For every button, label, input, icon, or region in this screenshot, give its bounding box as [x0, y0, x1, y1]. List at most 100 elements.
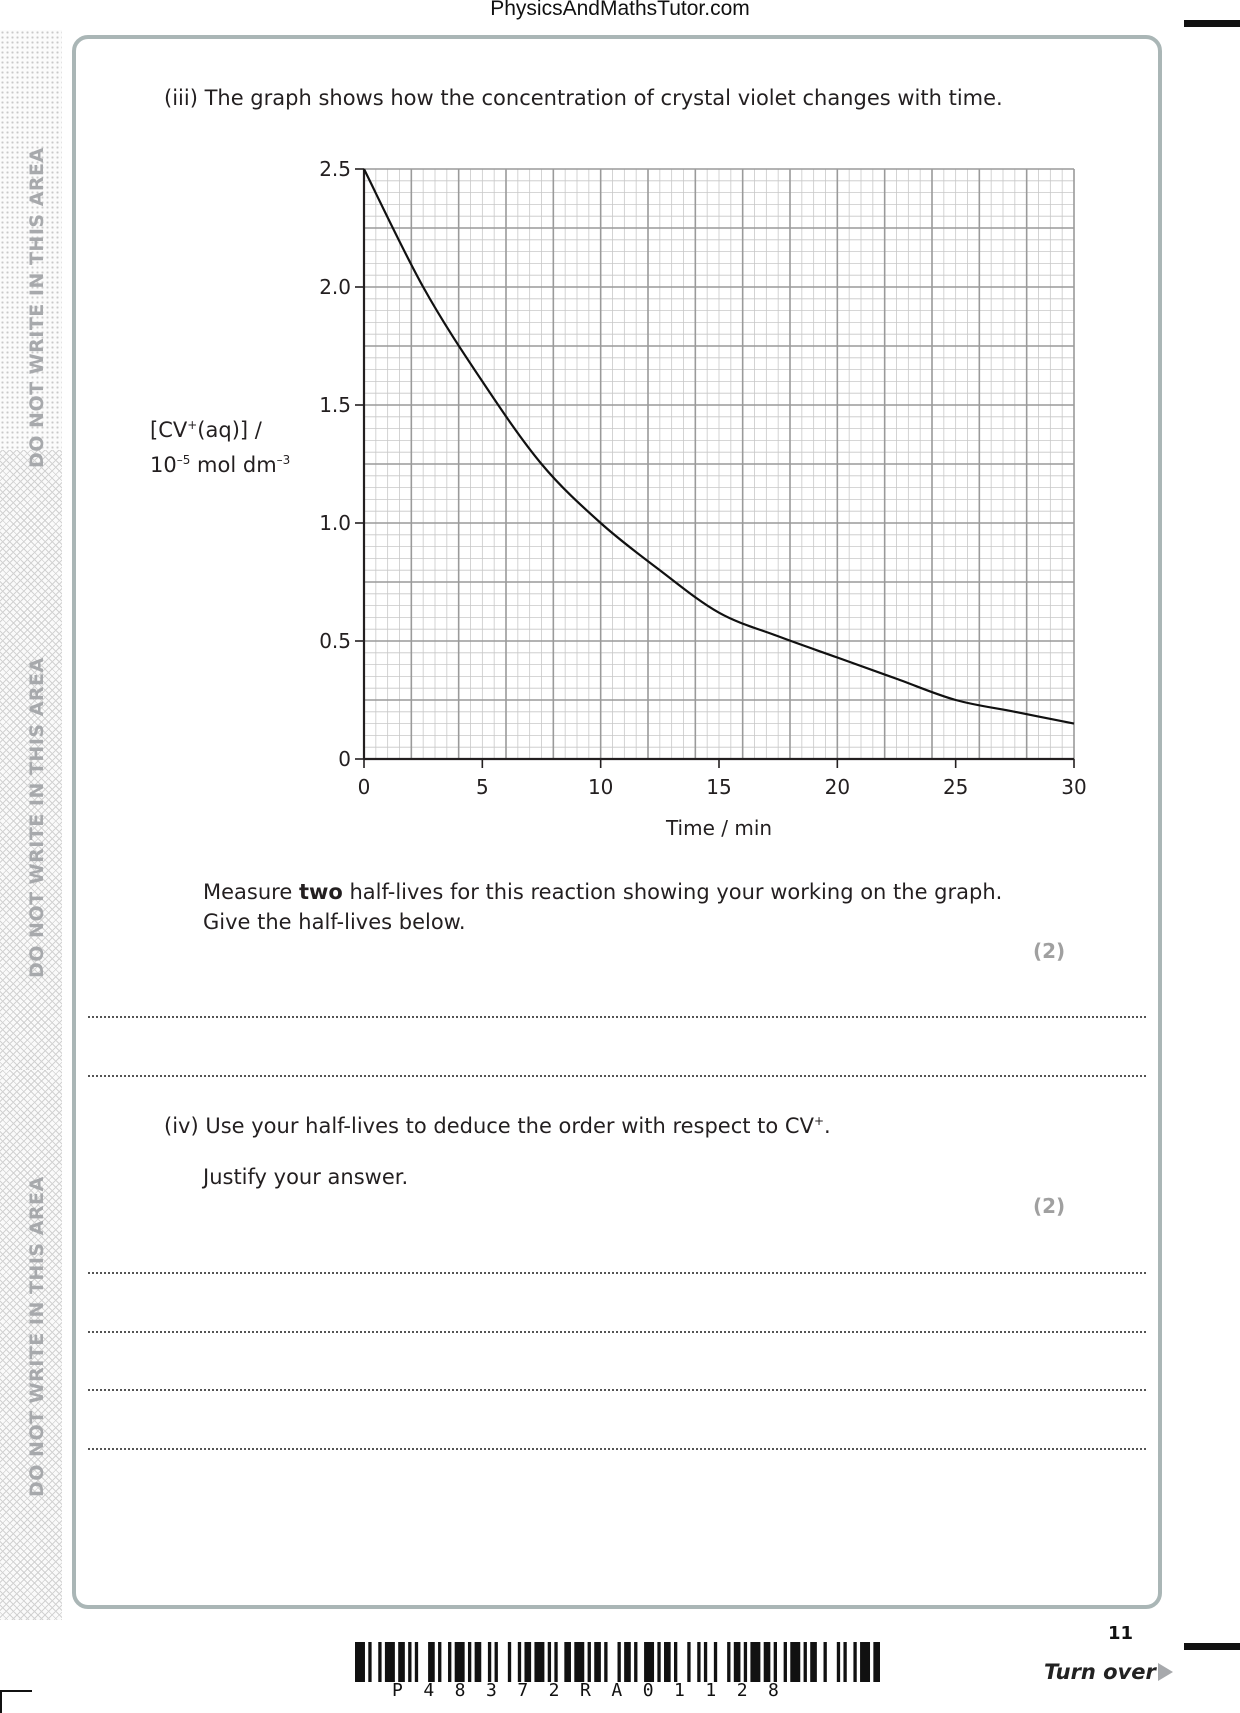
- question-iii-text: The graph shows how the concentration of…: [204, 86, 1003, 110]
- barcode-bar: [703, 1642, 708, 1682]
- barcode-bar: [587, 1642, 591, 1682]
- answer-line[interactable]: [88, 1448, 1146, 1450]
- site-header: PhysicsAndMathsTutor.com: [490, 0, 750, 20]
- barcode-bar: [657, 1642, 661, 1682]
- barcode-bar: [574, 1642, 585, 1682]
- question-iii-instruction-line2: Give the half-lives below.: [203, 910, 466, 934]
- x-tick-label: 20: [825, 775, 850, 799]
- margin-warning-text: DO NOT WRITE IN THIS AREA: [26, 1176, 48, 1497]
- y-axis-label: [CV+(aq)] / 10–5 mol dm–3: [150, 418, 291, 477]
- barcode-bar: [428, 1642, 435, 1682]
- x-tick-label: 5: [476, 775, 489, 799]
- barcode-bar: [524, 1642, 532, 1682]
- barcode-bar: [487, 1642, 492, 1682]
- barcode-bar: [494, 1642, 498, 1682]
- barcode-bar: [438, 1642, 442, 1682]
- barcode-bar: [664, 1642, 671, 1682]
- concentration-time-chart: 0 5 10 15 20 25 30 0 0.5 1.0 1.5 2.0 2.5 Time / min: [319, 157, 1087, 840]
- margin-crosshatch: [0, 1070, 62, 1620]
- corner-bar: [1184, 1643, 1240, 1650]
- barcode-bar: [414, 1642, 419, 1682]
- barcode-bar: [408, 1642, 412, 1682]
- concentration-curve: [363, 168, 1075, 725]
- barcode-bar: [843, 1642, 847, 1682]
- answer-line[interactable]: [88, 1016, 1146, 1018]
- x-tick-label: 30: [1061, 775, 1086, 799]
- chart-ticks: 0 5 10 15 20 25 30 0 0.5 1.0 1.5 2.0 2.5: [319, 157, 1087, 799]
- chart-series: [363, 168, 1075, 725]
- barcode-bar: [398, 1642, 405, 1682]
- marks-iii: (2): [1033, 939, 1066, 963]
- answer-line[interactable]: [88, 1389, 1146, 1391]
- x-tick-label: 0: [358, 775, 371, 799]
- barcode-bar: [554, 1642, 558, 1682]
- barcode-bar: [454, 1642, 465, 1682]
- barcode-bar: [634, 1642, 638, 1682]
- barcode: [355, 1642, 880, 1682]
- answer-line[interactable]: [88, 1272, 1146, 1274]
- barcode-bar: [697, 1642, 701, 1682]
- barcode-bar: [860, 1642, 871, 1682]
- barcode-bar: [617, 1642, 621, 1682]
- barcode-bar: [384, 1642, 395, 1682]
- answer-line[interactable]: [88, 1331, 1146, 1333]
- barcode-bar: [467, 1642, 472, 1682]
- barcode-bar: [368, 1642, 372, 1682]
- y-tick-label: 2.0: [319, 275, 351, 299]
- barcode-bar: [873, 1642, 880, 1682]
- x-tick-label: 25: [943, 775, 968, 799]
- question-iii-intro: (iii) The graph shows how the concentrat…: [164, 86, 1003, 110]
- marks-iv: (2): [1033, 1194, 1066, 1218]
- question-iii-instruction: Measure two half-lives for this reaction…: [203, 880, 1003, 904]
- y-tick-label: 2.5: [319, 157, 351, 181]
- barcode-bar: [783, 1642, 787, 1682]
- answer-line[interactable]: [88, 1075, 1146, 1077]
- barcode-bar: [355, 1642, 365, 1682]
- question-iv-line2: Justify your answer.: [203, 1165, 409, 1189]
- barcode-bar: [687, 1642, 691, 1682]
- barcode-bar: [564, 1642, 571, 1682]
- question-iv-text: (iv) Use your half-lives to deduce the o…: [164, 1114, 831, 1138]
- barcode-bar: [727, 1642, 731, 1682]
- barcode-bar: [803, 1642, 807, 1682]
- corner-crop-mark: [0, 1690, 32, 1713]
- barcode-bar: [534, 1642, 545, 1682]
- x-tick-label: 10: [588, 775, 613, 799]
- y-tick-label: 1.0: [319, 511, 351, 535]
- x-tick-label: 15: [706, 775, 731, 799]
- page-number: 11: [1108, 1623, 1134, 1644]
- margin-crosshatch: [0, 450, 62, 1070]
- barcode-bar: [836, 1642, 841, 1682]
- y-tick-label: 0.5: [319, 629, 351, 653]
- y-tick-label: 1.5: [319, 393, 351, 417]
- barcode-bar: [604, 1642, 608, 1682]
- barcode-bar: [790, 1642, 801, 1682]
- barcode-bar: [378, 1642, 382, 1682]
- barcode-bar: [517, 1642, 522, 1682]
- barcode-bar: [673, 1642, 678, 1682]
- barcode-bar: [853, 1642, 857, 1682]
- corner-bar: [1184, 20, 1240, 27]
- grid-major: [363, 168, 1075, 760]
- x-axis-label: Time / min: [665, 816, 772, 840]
- barcode-bar: [773, 1642, 777, 1682]
- barcode-bar: [810, 1642, 817, 1682]
- barcode-digits: P48372RA01128: [392, 1680, 800, 1701]
- barcode-bar: [474, 1642, 482, 1682]
- barcode-bar: [547, 1642, 552, 1682]
- barcode-bar: [624, 1642, 631, 1682]
- barcode-bar: [743, 1642, 748, 1682]
- barcode-bar: [823, 1642, 827, 1682]
- y-tick-label: 0: [338, 747, 351, 771]
- barcode-bar: [713, 1642, 718, 1682]
- barcode-bar: [733, 1642, 741, 1682]
- barcode-bar: [507, 1642, 512, 1682]
- turn-over-label: Turn over: [1044, 1660, 1156, 1684]
- page-frame: [72, 35, 1162, 1609]
- barcode-bar: [594, 1642, 601, 1682]
- margin-strip: [0, 30, 62, 1620]
- question-iii-label: (iii): [164, 86, 198, 110]
- barcode-bar: [448, 1642, 452, 1682]
- barcode-bar: [644, 1642, 655, 1682]
- barcode-bar: [763, 1642, 771, 1682]
